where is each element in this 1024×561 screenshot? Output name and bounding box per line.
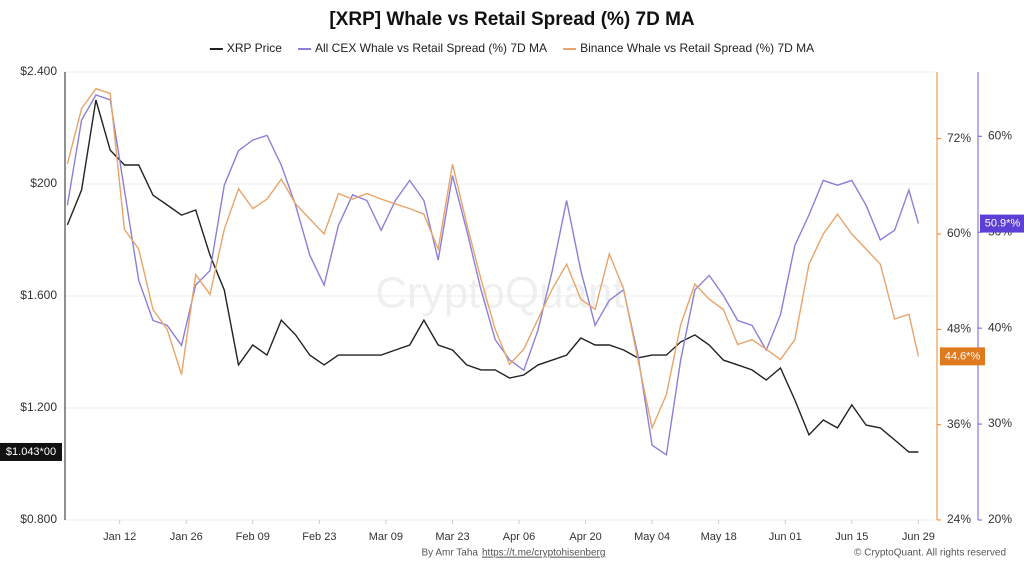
x-tick-label: Apr 06 (503, 531, 535, 543)
value-badge (940, 347, 985, 366)
x-tick-label: Feb 23 (302, 531, 336, 543)
watermark: CryptoQuant (375, 269, 624, 318)
x-tick-label: Jan 26 (170, 531, 203, 543)
value-badge (980, 214, 1024, 233)
x-tick-label: Apr 20 (569, 531, 601, 543)
y-tick-label: $200 (30, 176, 57, 190)
credit-link[interactable]: https://t.me/cryptohisenberg (482, 548, 605, 559)
x-tick-label: May 04 (634, 531, 670, 543)
y2-tick-label: 36% (947, 417, 971, 431)
y2-tick-label: 48% (947, 322, 971, 336)
legend-label: All CEX Whale vs Retail Spread (%) 7D MA (315, 41, 547, 55)
legend-label: XRP Price (227, 41, 282, 55)
y3-tick-label: 30% (988, 416, 1012, 430)
credit: By Amr Taha (421, 548, 478, 559)
y2-tick-label: 72% (947, 131, 971, 145)
x-tick-label: Feb 09 (236, 531, 270, 543)
x-tick-label: Jun 29 (902, 531, 935, 543)
x-tick-label: Mar 09 (369, 531, 403, 543)
y2-tick-label: 60% (947, 226, 971, 240)
x-tick-label: Jun 15 (835, 531, 868, 543)
series-line (66, 94, 920, 456)
x-tick-label: Jun 01 (769, 531, 802, 543)
legend: XRP Price All CEX Whale vs Retail Spread … (209, 41, 814, 55)
value-badge-label: 44.6*% (945, 350, 981, 362)
value-badge-label: 50.9*% (985, 217, 1021, 229)
copyright: © CryptoQuant. All rights reserved (854, 548, 1006, 559)
y2-tick-label: 24% (947, 512, 971, 526)
y-tick-label: $1.200 (20, 400, 57, 414)
y3-tick-label: 40% (988, 320, 1012, 334)
y3-tick-label: 20% (988, 512, 1012, 526)
value-badge-label: $1.043*00 (6, 446, 56, 458)
value-badge (0, 442, 62, 461)
legend-label: Binance Whale vs Retail Spread (%) 7D MA (580, 41, 814, 55)
x-tick-label: Mar 23 (435, 531, 469, 543)
y-tick-label: $1.600 (20, 288, 57, 302)
x-tick-label: Jan 12 (103, 531, 136, 543)
x-tick-label: May 18 (701, 531, 737, 543)
chart-title: [XRP] Whale vs Retail Spread (%) 7D MA (329, 9, 695, 30)
y-tick-label: $2.400 (20, 64, 57, 78)
y-tick-label: $0.800 (20, 512, 57, 526)
y3-tick-label: 60% (988, 128, 1012, 142)
series-line (66, 87, 920, 431)
series-line (66, 99, 919, 453)
